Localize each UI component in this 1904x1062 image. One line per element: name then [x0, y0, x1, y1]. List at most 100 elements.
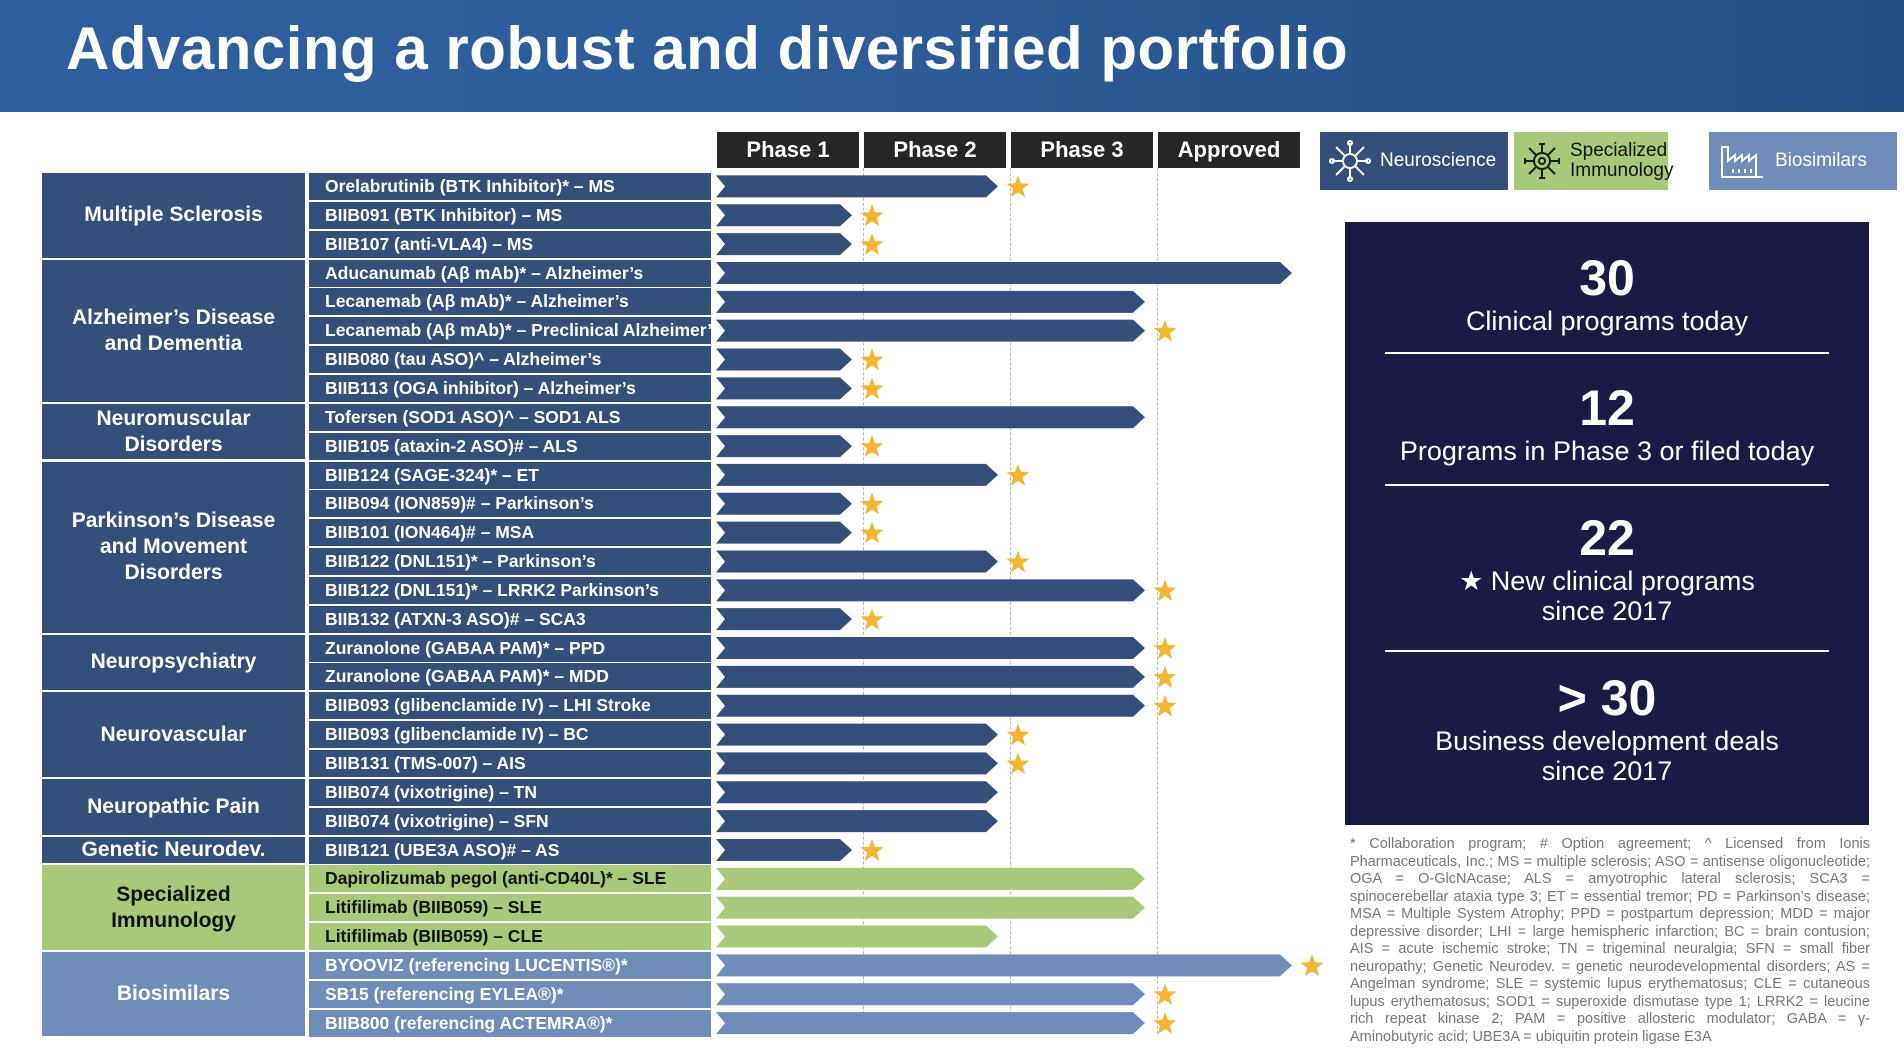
program-name: BYOOVIZ (referencing LUCENTIS®)* — [309, 951, 711, 979]
phase-bar — [716, 867, 1145, 890]
program-name: BIIB131 (TMS-007) – AIS — [309, 750, 711, 777]
new-program-star — [1006, 463, 1030, 486]
program-name: BIIB091 (BTK Inhibitor) – MS — [309, 201, 711, 229]
phase-bar — [716, 1012, 1145, 1035]
phase-bar — [716, 781, 998, 804]
program-name: Litifilimab (BIIB059) – SLE — [309, 894, 711, 922]
new-program-star — [860, 608, 884, 630]
phase-bar — [716, 694, 1145, 717]
phase-bar — [716, 925, 998, 948]
new-program-star — [1153, 665, 1177, 688]
phase-bar — [716, 319, 1145, 342]
phase-bar — [716, 983, 1145, 1006]
new-program-star — [1153, 694, 1177, 717]
phase-bar — [716, 608, 852, 631]
stat-number: 12 — [1579, 380, 1635, 436]
stats-panel: 30 Clinical programs today 12 Programs i… — [1345, 222, 1869, 825]
program-name: BIIB113 (OGA inhibitor) – Alzheimer’s — [309, 374, 711, 402]
phase-bar — [716, 492, 852, 515]
area-label: Biosimilars — [42, 951, 305, 1037]
new-program-star — [1153, 319, 1177, 342]
program-name: BIIB122 (DNL151)* – Parkinson’s — [309, 548, 711, 576]
program-name: Orelabrutinib (BTK Inhibitor)* – MS — [309, 173, 711, 200]
new-program-star — [860, 521, 884, 544]
area-label: Multiple Sclerosis — [42, 173, 305, 258]
new-program-star — [1300, 954, 1324, 977]
program-name: Tofersen (SOD1 ASO)^ – SOD1 ALS — [309, 403, 711, 431]
new-program-star — [1006, 550, 1030, 573]
phase-bar — [716, 550, 998, 573]
program-name: BIIB121 (UBE3A ASO)# – AS — [309, 836, 711, 864]
new-program-star — [860, 839, 884, 861]
phase-bar — [716, 406, 1145, 429]
phase-bar — [716, 665, 1145, 688]
program-name: BIIB094 (ION859)# – Parkinson’s — [309, 490, 711, 518]
program-name: BIIB122 (DNL151)* – LRRK2 Parkinson’s — [309, 576, 711, 604]
new-program-star — [860, 377, 884, 400]
phase-bar — [716, 204, 852, 227]
program-name: BIIB093 (glibenclamide IV) – LHI Stroke — [309, 692, 711, 720]
phase-bar — [716, 838, 852, 861]
new-program-star — [1006, 175, 1030, 198]
phase-bar — [716, 723, 998, 746]
legend-neuroscience-label: Neuroscience — [1380, 150, 1497, 171]
header-banner: Advancing a robust and diversified portf… — [0, 0, 1904, 112]
new-program-star — [860, 348, 884, 371]
area-label: Alzheimer’s Disease and Dementia — [42, 259, 305, 402]
stat-separator — [1385, 650, 1829, 652]
stat-label: Programs in Phase 3 or filed today — [1399, 436, 1815, 466]
factory-icon — [1721, 146, 1763, 178]
phase-2-header: Phase 2 — [864, 132, 1006, 168]
footnote: * Collaboration program; # Option agreem… — [1350, 836, 1870, 1045]
phase-bar — [716, 463, 998, 486]
area-label: Neuropsychiatry — [42, 634, 305, 691]
program-name: Lecanemab (Aβ mAb)* – Preclinical Alzhei… — [309, 317, 711, 345]
phase-bar — [716, 175, 998, 198]
new-program-star — [860, 204, 884, 226]
phase-bar — [716, 810, 998, 833]
stat-label: Business development deals since 2017 — [1435, 726, 1779, 786]
legend-neuroscience: Neuroscience — [1320, 132, 1508, 190]
page-title: Advancing a robust and diversified portf… — [66, 15, 1349, 82]
program-name: Lecanemab (Aβ mAb)* – Alzheimer’s — [309, 288, 711, 316]
phase-divider — [1157, 168, 1158, 1034]
new-program-star — [1153, 983, 1177, 1005]
program-name: BIIB093 (glibenclamide IV) – BC — [309, 721, 711, 749]
area-label: Neuropathic Pain — [42, 778, 305, 835]
phase-bar — [716, 752, 998, 775]
program-name: SB15 (referencing EYLEA®)* — [309, 980, 711, 1008]
program-name: Zuranolone (GABAA PAM)* – MDD — [309, 663, 711, 691]
legend-specialized-immunology: Specialized Immunology — [1514, 132, 1674, 190]
phase-bar — [716, 954, 1292, 977]
area-label: Genetic Neurodev. — [42, 836, 305, 864]
stat-number: > 30 — [1557, 670, 1657, 726]
program-name: BIIB800 (referencing ACTEMRA®)* — [309, 1009, 711, 1037]
new-program-star — [1153, 637, 1177, 659]
new-program-star — [860, 492, 884, 515]
stat-new-programs: 22 ★ New clinical programs since 2017 — [1345, 510, 1869, 626]
new-program-star — [860, 435, 884, 457]
phase-bar — [716, 435, 852, 458]
program-name: Dapirolizumab pegol (anti-CD40L)* – SLE — [309, 865, 711, 893]
stat-number: 30 — [1579, 250, 1635, 306]
program-name: BIIB080 (tau ASO)^ – Alzheimer’s — [309, 346, 711, 374]
neuron-icon — [1329, 140, 1371, 182]
phase-bar — [716, 521, 852, 544]
area-label: Specialized Immunology — [42, 865, 305, 950]
legend-biosimilars-label: Biosimilars — [1775, 150, 1867, 171]
program-name: BIIB124 (SAGE-324)* – ET — [309, 461, 711, 489]
phase-bars-chart — [716, 175, 1324, 1035]
program-name: BIIB132 (ATXN-3 ASO)# – SCA3 — [309, 605, 711, 633]
new-program-star — [1006, 723, 1030, 746]
phase-bar — [716, 261, 1292, 284]
area-label: Neuromuscular Disorders — [42, 403, 305, 460]
new-program-star — [1006, 752, 1030, 775]
phase-bar — [716, 579, 1145, 602]
stat-separator — [1385, 352, 1829, 354]
phase-bar — [716, 233, 852, 256]
stat-label: ★ New clinical programs since 2017 — [1459, 566, 1755, 626]
legend-immunology-label: Specialized Immunology — [1570, 140, 1674, 181]
program-name: BIIB074 (vixotrigine) – SFN — [309, 807, 711, 835]
program-name: Litifilimab (BIIB059) – CLE — [309, 923, 711, 951]
area-label: Parkinson’s Disease and Movement Disorde… — [42, 461, 305, 633]
